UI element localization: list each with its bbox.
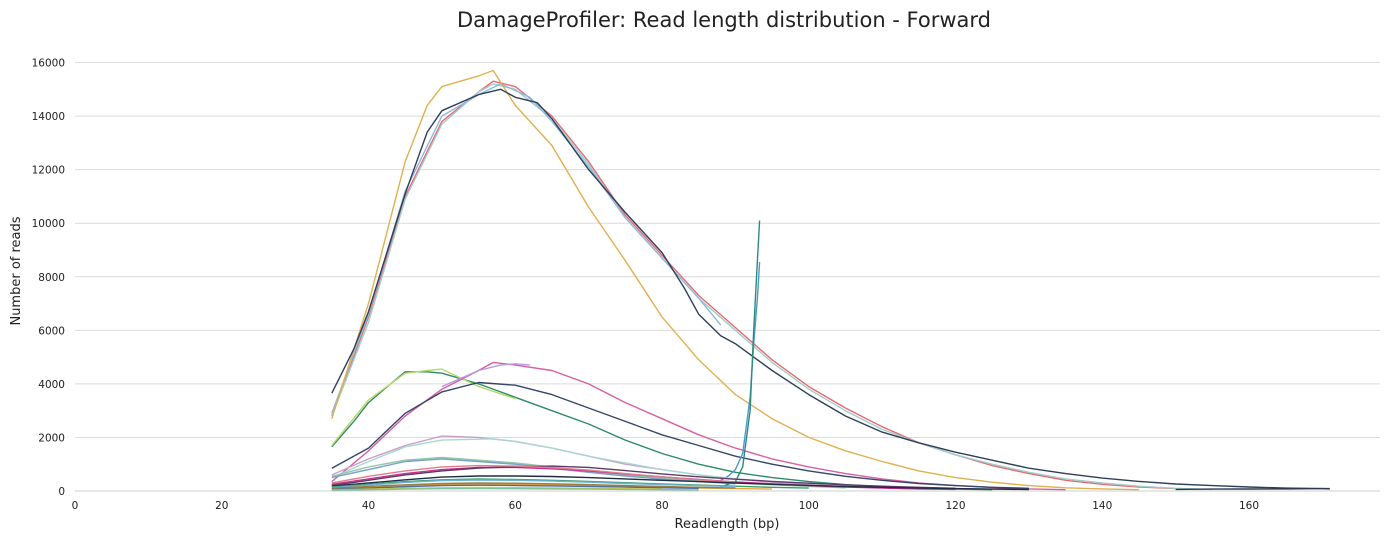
- series-line-7: [331, 368, 516, 446]
- x-axis-label: Readlength (bp): [675, 517, 780, 532]
- x-tick-labels: 0 20 40 60 80 100 120 140 160: [72, 500, 1259, 512]
- series-line-14: [331, 438, 736, 480]
- series-line-20: [331, 475, 1029, 491]
- x-tick-label: 100: [799, 500, 819, 512]
- y-tick-label: 12000: [32, 165, 65, 177]
- gridlines: [75, 62, 1380, 438]
- x-tick-label: 140: [1092, 500, 1112, 512]
- series-line-27: [331, 487, 699, 491]
- y-tick-label: 8000: [38, 272, 65, 284]
- y-axis-label: Number of reads: [9, 216, 24, 325]
- series-line-3: [331, 83, 722, 414]
- series-line-5: [331, 88, 1330, 490]
- x-tick-label: 40: [362, 500, 375, 512]
- x-tick-label: 0: [72, 500, 79, 512]
- series-line-18: [331, 465, 956, 489]
- series-line-2: [331, 83, 1213, 491]
- chart-title: DamageProfiler: Read length distribution…: [457, 8, 991, 32]
- y-tick-label: 2000: [38, 432, 65, 444]
- series-line-24: [331, 482, 736, 489]
- x-tick-label: 20: [215, 500, 228, 512]
- series-line-11: [720, 261, 761, 481]
- series-lines: [331, 69, 1330, 491]
- y-tick-label: 10000: [32, 218, 65, 230]
- y-tick-label: 6000: [38, 325, 65, 337]
- series-line-10: [331, 381, 1029, 489]
- series-line-28: [1175, 487, 1330, 491]
- y-tick-labels: 0 2000 4000 6000 8000 10000 12000 14000 16000: [32, 58, 65, 499]
- x-tick-label: 80: [655, 500, 668, 512]
- y-tick-label: 4000: [38, 379, 65, 391]
- series-line-19: [331, 464, 736, 484]
- series-line-12: [720, 220, 761, 488]
- x-tick-label: 160: [1239, 500, 1259, 512]
- series-line-25: [331, 484, 699, 491]
- y-tick-label: 16000: [32, 58, 65, 70]
- series-line-22: [331, 479, 736, 489]
- y-tick-label: 14000: [32, 111, 65, 123]
- x-tick-label: 60: [509, 500, 522, 512]
- series-line-9: [441, 363, 530, 388]
- series-line-4: [331, 69, 1139, 491]
- y-tick-label: 0: [58, 486, 65, 498]
- x-tick-label: 120: [945, 500, 965, 512]
- series-line-1: [331, 80, 1176, 490]
